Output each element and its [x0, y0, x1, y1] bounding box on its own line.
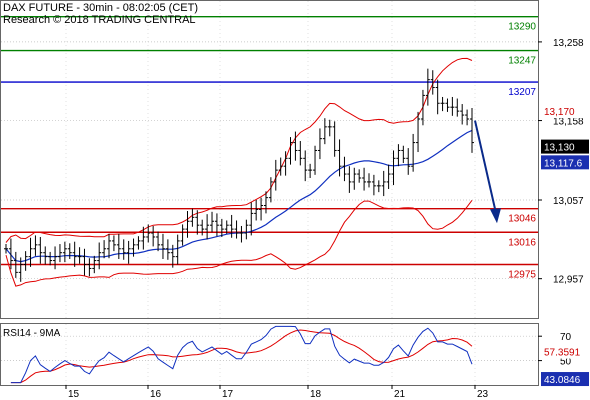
- x-tick-label: 21: [394, 389, 406, 400]
- forecast-arrow-shaft: [474, 120, 497, 214]
- rsi-tag-box: [541, 344, 589, 359]
- chart-title: DAX FUTURE - 30min - 08:02:05 (CET): [3, 2, 198, 14]
- x-tick-label: 16: [150, 389, 162, 400]
- price-tag-box: [541, 104, 589, 119]
- moving-average: [5, 129, 473, 263]
- rsi-tag: 57.3591: [544, 348, 581, 359]
- price-tag: 13,130: [544, 143, 575, 154]
- forecast-arrow-head: [490, 208, 501, 224]
- level-label-13207: 13207: [508, 87, 536, 98]
- price-tick-label: 12,957: [553, 275, 584, 286]
- rsi-label: RSI14 - 9MA: [3, 328, 61, 339]
- x-tick-label: 23: [477, 389, 489, 400]
- price-tick-label: 13,258: [553, 38, 584, 49]
- x-tick-label: 15: [68, 389, 80, 400]
- level-label-13016: 13016: [508, 237, 536, 248]
- price-tag-box: [541, 139, 589, 154]
- rsi-tag-box: [541, 372, 589, 387]
- price-tick-label: 13,057: [553, 196, 584, 207]
- level-label-13247: 13247: [508, 56, 536, 67]
- price-tag: 13,170: [544, 107, 575, 118]
- x-tick-label: 18: [310, 389, 322, 400]
- rsi-tick-label: 70: [560, 332, 572, 343]
- price-tag: 13,117.6: [544, 158, 583, 169]
- rsi-tick-label: 50: [560, 357, 572, 368]
- level-label-12975: 12975: [508, 270, 536, 281]
- rsi-tag: 43.0846: [544, 375, 581, 386]
- level-label-13290: 13290: [508, 22, 536, 33]
- chart-credit: Research © 2018 TRADING CENTRAL: [3, 14, 196, 26]
- bollinger-upper: [5, 57, 473, 243]
- x-tick-label: 17: [222, 389, 234, 400]
- rsi-ma-line: [10, 329, 473, 384]
- price-tag-box: [541, 155, 589, 170]
- price-tick-label: 13,158: [553, 117, 584, 128]
- bollinger-lower: [5, 199, 473, 287]
- level-label-13046: 13046: [508, 214, 536, 225]
- rsi-line: [10, 325, 473, 384]
